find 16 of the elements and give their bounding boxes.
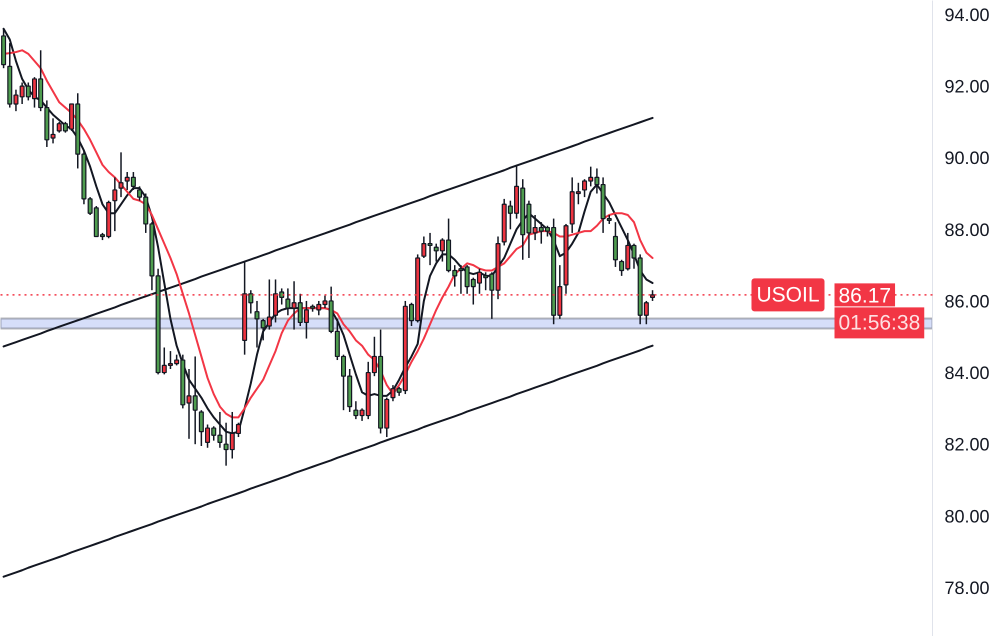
y-tick-label: 84.00 <box>944 363 990 384</box>
candlestick <box>112 176 118 232</box>
candlestick <box>612 221 618 268</box>
y-tick-label: 78.00 <box>944 578 990 598</box>
y-tick-label: 90.00 <box>944 148 990 168</box>
ref-line-label: USOIL <box>756 283 820 306</box>
y-tick-label: 86.00 <box>944 291 990 312</box>
candlestick <box>118 152 124 198</box>
y-tick-label: 94.00 <box>944 4 990 25</box>
y-tick-label: 80.00 <box>944 506 990 526</box>
y-tick-label: 88.00 <box>944 220 990 240</box>
annotation: 86.17 <box>838 284 892 308</box>
y-tick-label: 92.00 <box>944 76 990 97</box>
text: 01:56:38 <box>838 311 920 334</box>
line-series <box>2 344 654 578</box>
y-tick-label: 82.00 <box>944 434 990 455</box>
